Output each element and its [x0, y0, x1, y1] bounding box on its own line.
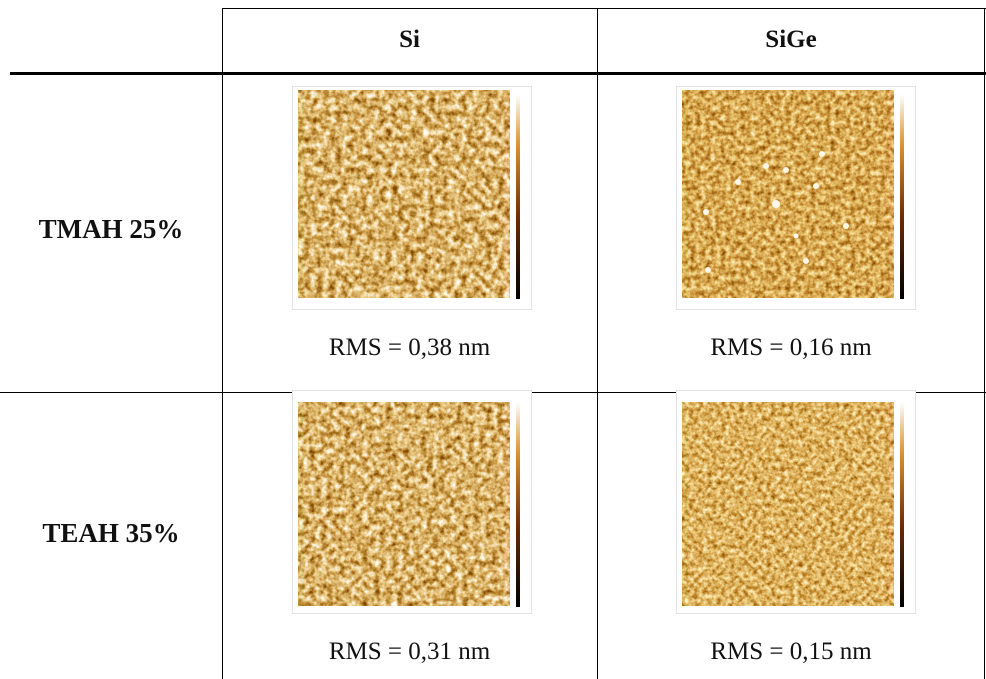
column-header: SiGe	[765, 26, 817, 53]
rms-value: RMS = 0,31 nm	[328, 638, 491, 665]
rms-value: RMS = 0,38 nm	[328, 334, 491, 361]
border	[597, 8, 598, 679]
afm-image	[292, 86, 532, 310]
border	[222, 8, 986, 9]
rms-value: RMS = 0,16 nm	[710, 334, 872, 361]
row-label: TMAH 25%	[38, 214, 184, 244]
afm-image	[292, 390, 532, 614]
column-header: Si	[399, 26, 420, 53]
row-label: TEAH 35%	[42, 518, 180, 548]
border	[222, 8, 223, 679]
border	[984, 8, 985, 679]
border	[10, 72, 986, 75]
rms-value: RMS = 0,15 nm	[710, 638, 872, 665]
afm-image	[676, 390, 916, 614]
afm-image	[676, 86, 916, 310]
